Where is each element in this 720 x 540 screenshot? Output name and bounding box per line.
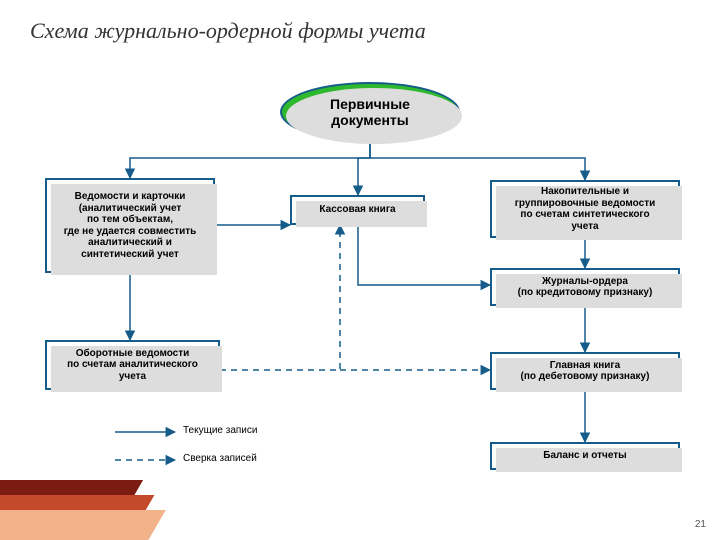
node-kassa: Кассовая книга: [290, 195, 425, 225]
page-number: 21: [695, 519, 706, 530]
node-vedomosti: Ведомости и карточки (аналитический учет…: [45, 178, 215, 273]
legend-dashed-label: Сверка записей: [183, 453, 257, 464]
edge-1: [358, 142, 370, 195]
edge-2: [370, 142, 585, 180]
edge-0: [130, 142, 370, 178]
node-glavnaya: Главная книга (по дебетовому признаку): [490, 352, 680, 390]
slide: Схема журнально-ордерной формы учета Пер…: [0, 0, 720, 540]
node-primary: Первичные документы: [280, 82, 460, 142]
corner-decoration: [0, 480, 143, 540]
node-journals: Журналы-ордера (по кредитовому признаку): [490, 268, 680, 306]
node-balance: Баланс и отчеты: [490, 442, 680, 470]
slide-title: Схема журнально-ордерной формы учета: [30, 18, 426, 44]
node-oborot: Оборотные ведомости по счетам аналитичес…: [45, 340, 220, 390]
edge-4: [358, 225, 490, 285]
node-nakop: Накопительные и группировочные ведомости…: [490, 180, 680, 238]
legend-solid-label: Текущие записи: [183, 425, 257, 436]
edge-9: [220, 225, 340, 370]
